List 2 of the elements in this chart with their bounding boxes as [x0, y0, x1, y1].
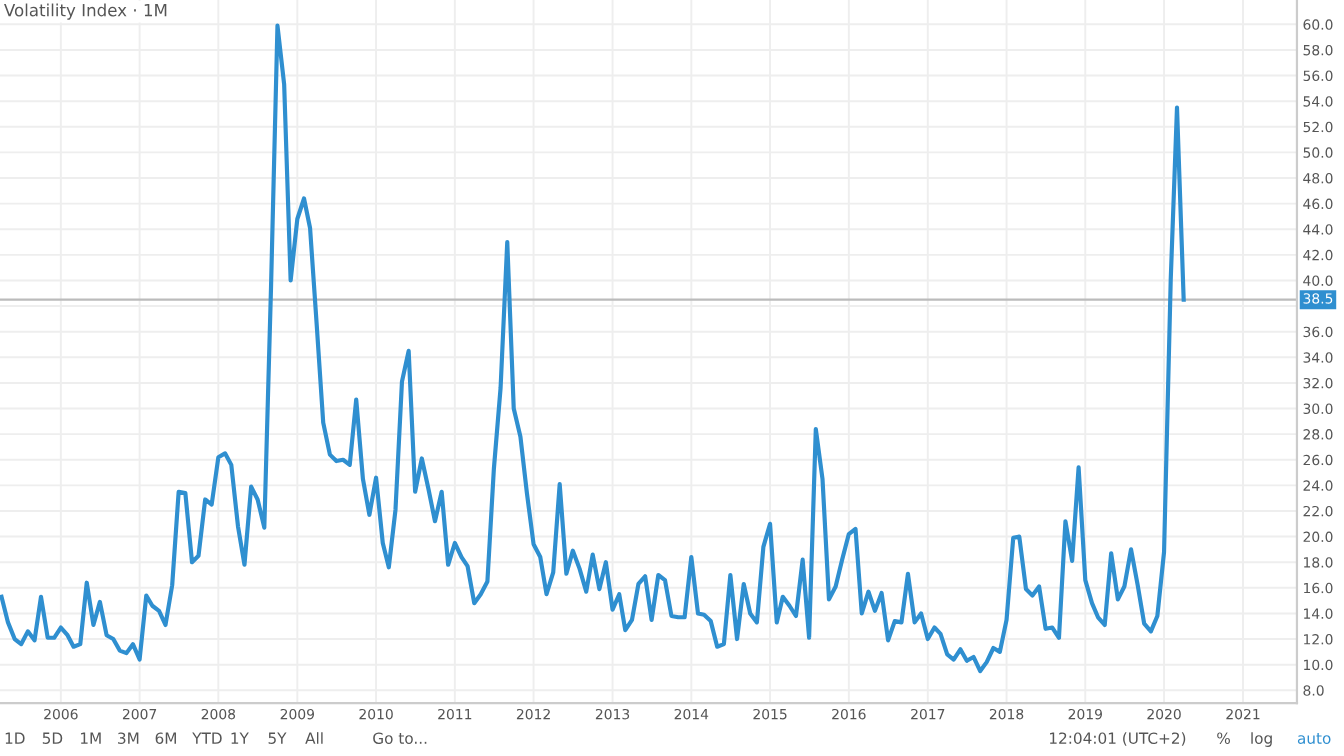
line-series [0, 23, 1186, 674]
chart-title: Volatility Index · 1M [4, 3, 167, 20]
